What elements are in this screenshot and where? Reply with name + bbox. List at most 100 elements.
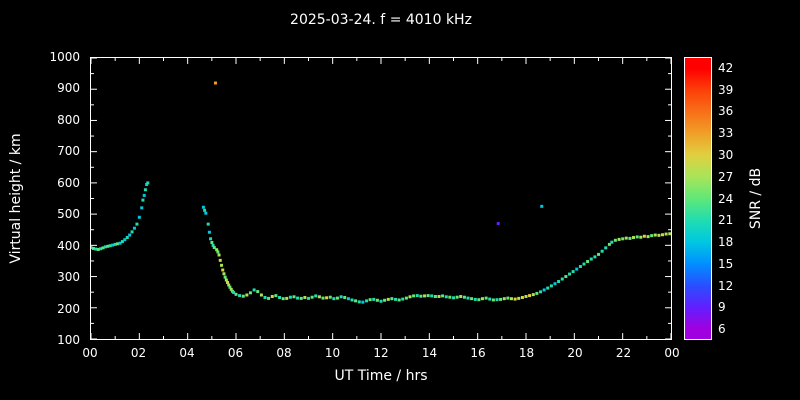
data-point bbox=[135, 222, 139, 226]
data-point bbox=[111, 243, 115, 247]
x-tick-label: 00 bbox=[82, 346, 98, 360]
y-tick-label: 200 bbox=[57, 301, 80, 316]
data-point bbox=[495, 298, 499, 302]
data-point bbox=[642, 234, 646, 238]
data-point bbox=[531, 293, 535, 297]
data-point bbox=[299, 296, 303, 300]
data-point bbox=[221, 268, 225, 272]
data-point bbox=[401, 297, 405, 301]
data-point bbox=[621, 237, 625, 241]
data-point bbox=[628, 236, 632, 240]
data-point bbox=[568, 272, 572, 276]
data-point bbox=[473, 297, 477, 301]
data-point bbox=[143, 188, 147, 192]
data-point bbox=[586, 260, 590, 264]
data-point bbox=[607, 242, 611, 246]
data-point bbox=[146, 181, 150, 185]
data-point bbox=[339, 295, 343, 299]
data-point bbox=[328, 295, 332, 299]
colorbar-tick-label: 33 bbox=[718, 126, 734, 141]
data-point bbox=[220, 263, 224, 267]
data-point bbox=[314, 294, 318, 298]
data-point bbox=[477, 298, 481, 302]
data-point bbox=[210, 240, 214, 244]
data-point bbox=[325, 296, 329, 300]
colorbar-tick-label: 18 bbox=[718, 235, 734, 250]
colorbar-label: SNR / dB bbox=[748, 167, 764, 230]
data-point bbox=[635, 235, 639, 239]
y-tick-label: 700 bbox=[57, 144, 80, 159]
colorbar-tick-label: 24 bbox=[718, 191, 734, 206]
data-point bbox=[397, 298, 401, 302]
data-point bbox=[597, 252, 601, 256]
data-point bbox=[343, 296, 347, 299]
data-point bbox=[217, 253, 221, 257]
colorbar-tick-label: 30 bbox=[718, 147, 734, 162]
data-point bbox=[441, 294, 445, 298]
data-point bbox=[433, 295, 437, 298]
data-point bbox=[140, 206, 144, 210]
data-point bbox=[415, 294, 419, 298]
data-point bbox=[120, 240, 124, 244]
data-point bbox=[263, 296, 267, 299]
data-point bbox=[270, 295, 274, 298]
data-point bbox=[206, 222, 210, 226]
data-point bbox=[241, 294, 245, 298]
data-point bbox=[593, 255, 597, 259]
x-tick-label: 18 bbox=[518, 346, 535, 360]
x-tick-label: 16 bbox=[470, 346, 486, 360]
data-point bbox=[303, 296, 307, 299]
data-point bbox=[509, 297, 513, 301]
data-point bbox=[513, 297, 517, 301]
x-tick-label: 04 bbox=[179, 346, 195, 360]
data-point bbox=[589, 257, 593, 261]
data-point bbox=[201, 205, 205, 209]
data-point bbox=[553, 282, 557, 286]
data-point bbox=[549, 284, 553, 288]
data-point bbox=[335, 296, 339, 300]
data-point bbox=[211, 243, 215, 247]
colorbar-tick-labels: 6 9 12 15 18 21 24 27 30 33 36 39 42 bbox=[718, 57, 748, 340]
data-point bbox=[310, 295, 314, 299]
data-point bbox=[604, 246, 608, 250]
data-point bbox=[437, 295, 441, 298]
data-point bbox=[132, 226, 136, 230]
data-point bbox=[216, 250, 220, 254]
data-point bbox=[488, 297, 492, 301]
y-tick-label: 1000 bbox=[49, 50, 80, 64]
y-tick-label: 900 bbox=[57, 81, 80, 96]
data-point bbox=[357, 300, 361, 304]
data-point bbox=[215, 248, 219, 252]
data-point bbox=[394, 297, 398, 301]
data-point bbox=[379, 299, 383, 303]
data-point bbox=[212, 246, 216, 250]
data-point bbox=[118, 241, 122, 245]
x-tick-label: 10 bbox=[324, 346, 341, 360]
data-point bbox=[281, 297, 285, 301]
data-point bbox=[540, 204, 544, 208]
colorbar-tick-label: 15 bbox=[718, 256, 734, 271]
data-point bbox=[203, 208, 207, 212]
data-point bbox=[91, 246, 93, 250]
data-point bbox=[222, 272, 226, 276]
data-point bbox=[368, 298, 372, 302]
y-tick-label: 500 bbox=[57, 207, 80, 222]
data-point bbox=[520, 296, 524, 299]
data-point bbox=[274, 294, 278, 298]
colorbar-tick-label: 21 bbox=[718, 213, 734, 228]
data-point bbox=[307, 296, 311, 300]
data-point bbox=[459, 295, 463, 298]
data-point bbox=[408, 295, 412, 299]
data-point bbox=[317, 295, 321, 299]
data-point bbox=[484, 296, 488, 300]
scatter-points-canvas bbox=[91, 58, 671, 339]
snr-colorbar bbox=[684, 57, 712, 340]
data-point bbox=[624, 236, 628, 240]
data-point bbox=[204, 211, 208, 215]
y-tick-label: 300 bbox=[57, 270, 80, 285]
data-point bbox=[103, 245, 107, 249]
data-point bbox=[125, 236, 129, 240]
data-point bbox=[499, 297, 503, 301]
data-point bbox=[423, 294, 427, 298]
